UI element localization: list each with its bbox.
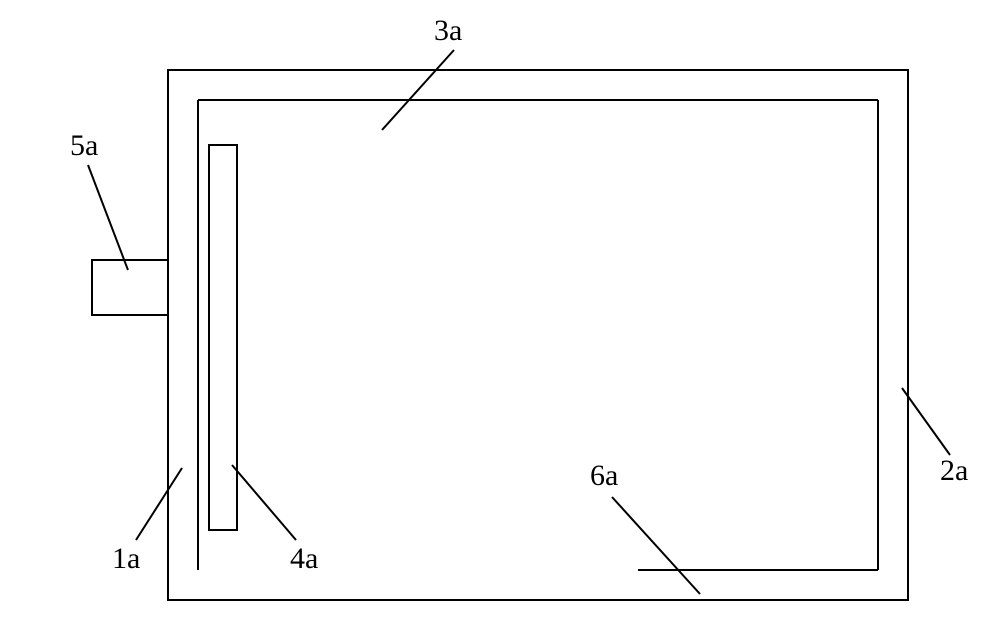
inner-tall-rect bbox=[209, 145, 237, 530]
l_6a-leader bbox=[612, 497, 700, 594]
l_6a-label: 6a bbox=[590, 459, 618, 492]
l_3a-leader bbox=[382, 50, 454, 130]
l_5a-leader bbox=[88, 165, 128, 270]
handle-rect bbox=[92, 260, 168, 315]
l_5a-label: 5a bbox=[70, 129, 98, 162]
l_1a-leader bbox=[136, 468, 182, 540]
l_2a-leader bbox=[902, 388, 950, 455]
l_3a-label: 3a bbox=[434, 14, 462, 47]
l_2a-label: 2a bbox=[940, 454, 968, 487]
l_4a-leader bbox=[232, 465, 296, 540]
l_1a-label: 1a bbox=[112, 542, 140, 575]
l_4a-label: 4a bbox=[290, 542, 318, 575]
